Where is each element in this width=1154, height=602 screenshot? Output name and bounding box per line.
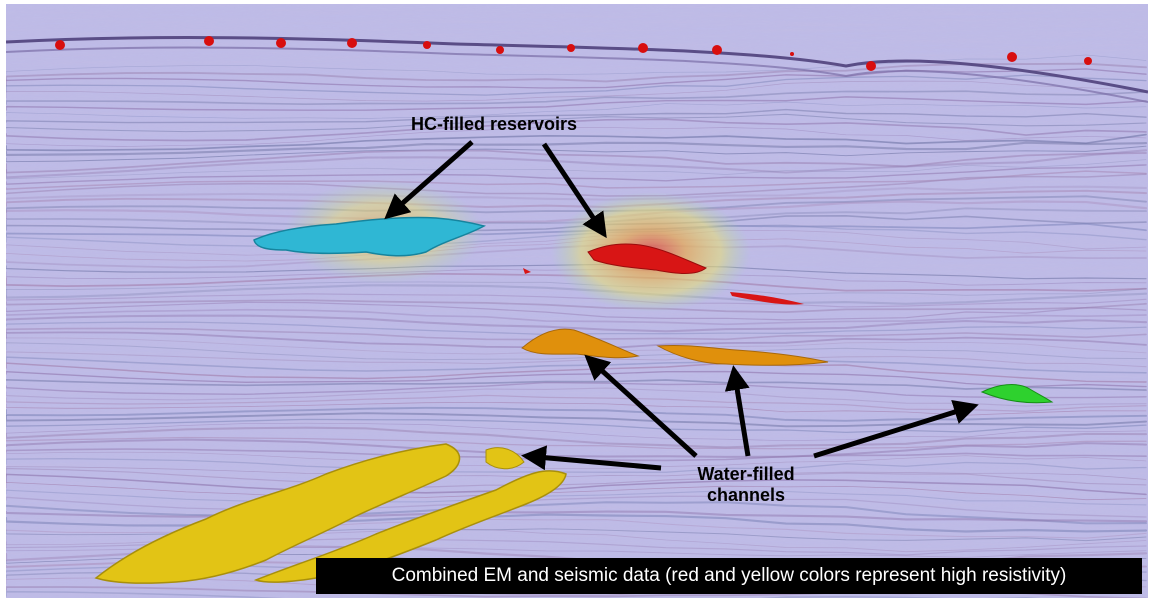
seismic-reflector xyxy=(6,394,1147,412)
seismic-reflector xyxy=(6,74,1147,96)
seismic-reflector xyxy=(6,238,1147,262)
seismic-reflector xyxy=(6,351,1147,368)
receiver-marker xyxy=(866,61,876,71)
seismic-reflector xyxy=(6,243,1147,269)
seismic-reflector xyxy=(6,590,1041,598)
seismic-reflector xyxy=(6,195,1147,214)
seismic-section-image xyxy=(6,4,1148,598)
seismic-reflector xyxy=(6,528,1147,542)
seismic-reflector xyxy=(6,510,1148,523)
receiver-marker xyxy=(347,38,357,48)
receiver-marker xyxy=(204,36,214,46)
seismic-reflector xyxy=(6,118,1147,142)
seismic-reflector xyxy=(6,495,1147,518)
seismic-reflector xyxy=(6,214,1147,233)
receiver-marker xyxy=(638,43,648,53)
seismic-reflector xyxy=(6,62,1147,83)
arrow-to-red-reservoir xyxy=(541,142,607,239)
seismic-reflector xyxy=(6,314,1148,333)
seismic-reflector xyxy=(6,356,1147,374)
seismic-reflector xyxy=(6,185,1148,202)
seismic-reflector xyxy=(6,537,1147,556)
water-channels-line1: Water-filled xyxy=(697,464,795,484)
seismic-reflector xyxy=(6,268,1147,286)
seismic-reflector xyxy=(6,173,1147,197)
seismic-reflector xyxy=(6,378,1147,391)
seismic-reflector xyxy=(6,126,1147,147)
receiver-marker xyxy=(423,41,431,49)
seismic-reflector xyxy=(6,281,1147,296)
seismic-reflector xyxy=(6,501,1147,525)
receiver-markers xyxy=(55,36,1092,71)
receiver-marker xyxy=(496,46,504,54)
seismic-reflector xyxy=(6,54,1147,75)
seismic-reflector xyxy=(6,513,1148,533)
seismic-reflector xyxy=(6,229,1147,256)
seismic-reflector xyxy=(6,342,1147,361)
seismic-reflector xyxy=(6,308,1147,326)
water-channel-orange-right xyxy=(656,344,829,366)
seismic-reflector xyxy=(6,426,1148,449)
seismic-em-figure: HC-filled reservoirs Water-filled channe… xyxy=(6,4,1148,598)
arrow-to-blue-reservoir xyxy=(384,140,474,220)
arrow-to-orange-channel-right xyxy=(724,365,751,457)
receiver-marker xyxy=(1084,57,1092,65)
arrow-to-green-channel xyxy=(813,400,979,459)
seismic-reflector xyxy=(6,381,1147,399)
caption-box: Combined EM and seismic data (red and ye… xyxy=(316,558,1142,594)
seismic-reflector xyxy=(6,113,1147,133)
hc-reservoir-red xyxy=(587,243,707,274)
water-channel-green xyxy=(980,384,1054,404)
seismic-reflector xyxy=(6,108,1147,124)
seismic-reflector xyxy=(6,272,1147,292)
seismic-reflector xyxy=(6,299,1147,313)
receiver-marker xyxy=(276,38,286,48)
seismic-reflector xyxy=(6,189,1147,208)
hc-reservoirs-label: HC-filled reservoirs xyxy=(411,114,578,134)
seismic-reflector xyxy=(6,80,1147,102)
seismic-reflector xyxy=(6,224,1147,249)
seismic-reflector xyxy=(6,293,1147,308)
receiver-marker xyxy=(790,52,794,56)
annotation-arrows xyxy=(384,140,979,471)
seismic-reflector xyxy=(6,422,1147,442)
water-channels-label: Water-filled channels xyxy=(666,464,826,506)
receiver-marker xyxy=(55,40,65,50)
seismic-reflector xyxy=(6,528,1147,553)
receiver-marker xyxy=(712,45,722,55)
seismic-reflector xyxy=(6,90,1147,106)
seismic-reflector xyxy=(6,489,1147,506)
seismic-reflector xyxy=(6,412,1147,428)
seismic-reflector xyxy=(6,68,1147,89)
seismic-reflector xyxy=(6,418,1147,434)
seismic-reflector xyxy=(6,164,1147,185)
seismic-reflector xyxy=(6,101,1147,119)
seismic-reflector xyxy=(6,406,1147,422)
seismic-reflector xyxy=(6,518,1147,539)
water-channel-orange-left xyxy=(521,328,640,359)
seismic-reflector xyxy=(6,200,1148,224)
seismic-reflector xyxy=(6,133,1147,152)
hc-reservoir-red-tail xyxy=(730,292,804,305)
receiver-marker xyxy=(1007,52,1017,62)
arrow-to-yellow-channel xyxy=(521,445,662,471)
water-channels-line2: channels xyxy=(706,485,786,505)
arrow-to-orange-channel-left xyxy=(584,354,698,458)
caption-text: Combined EM and seismic data (red and ye… xyxy=(391,565,1067,586)
hc-reservoir-blue xyxy=(253,216,487,257)
seismic-reflector xyxy=(6,284,1148,305)
water-channel-yellow-large xyxy=(94,443,461,584)
seismic-reflector xyxy=(6,149,1147,174)
seismic-reflector xyxy=(6,159,1147,180)
seismic-reflector xyxy=(6,263,1147,280)
seismic-reflector xyxy=(6,362,1147,383)
seismic-reflector xyxy=(6,207,1147,226)
seismic-reflector xyxy=(6,149,1148,179)
seismic-reflector xyxy=(6,96,1147,111)
seismic-reflector xyxy=(6,370,1147,388)
receiver-marker xyxy=(567,44,575,52)
seismic-reflector xyxy=(6,387,1147,407)
seismic-reflector xyxy=(6,301,1147,321)
seismic-reflector xyxy=(6,222,1147,237)
